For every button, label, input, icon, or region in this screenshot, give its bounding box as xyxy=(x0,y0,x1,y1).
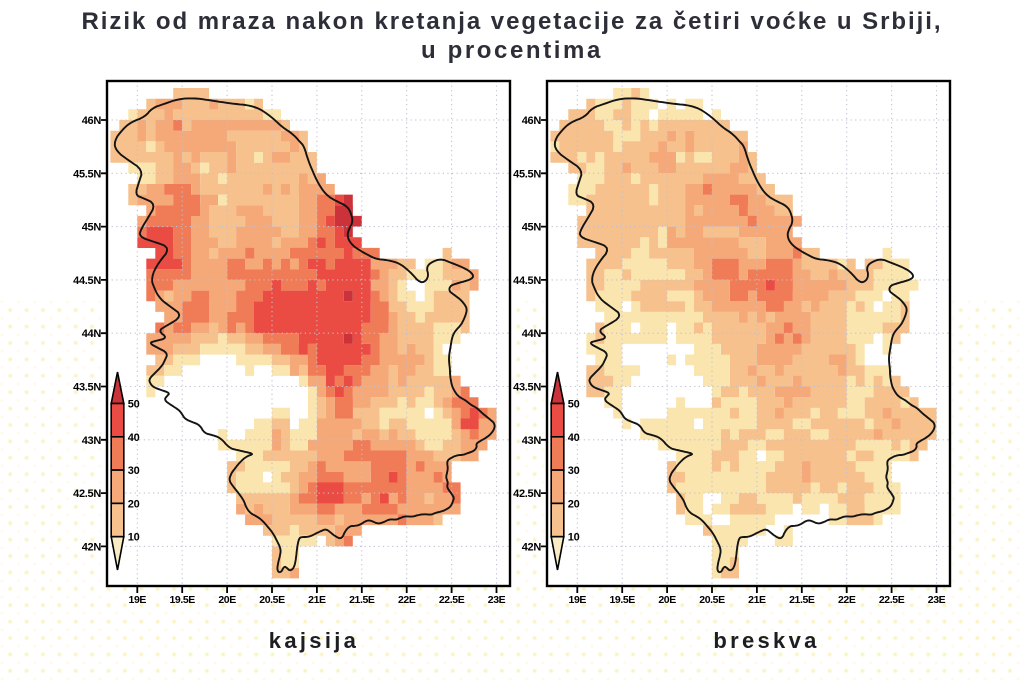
svg-text:44N: 44N xyxy=(522,328,542,340)
svg-text:43.5N: 43.5N xyxy=(513,382,541,394)
svg-text:22E: 22E xyxy=(398,594,416,606)
svg-text:22E: 22E xyxy=(838,594,856,606)
svg-text:42N: 42N xyxy=(82,541,102,553)
svg-text:42.5N: 42.5N xyxy=(73,488,101,500)
svg-text:19E: 19E xyxy=(569,594,587,606)
svg-text:45N: 45N xyxy=(522,222,542,234)
svg-text:19.5E: 19.5E xyxy=(169,594,195,606)
svg-text:45N: 45N xyxy=(82,222,102,234)
svg-text:30: 30 xyxy=(128,465,140,477)
svg-text:46N: 46N xyxy=(82,115,102,127)
svg-text:22.5E: 22.5E xyxy=(439,594,465,606)
svg-text:22.5E: 22.5E xyxy=(879,594,905,606)
svg-text:21E: 21E xyxy=(748,594,766,606)
svg-text:21.5E: 21.5E xyxy=(789,594,815,606)
svg-text:19E: 19E xyxy=(129,594,147,606)
svg-text:20.5E: 20.5E xyxy=(699,594,725,606)
svg-text:20E: 20E xyxy=(658,594,676,606)
svg-text:20: 20 xyxy=(568,498,580,510)
svg-text:21.5E: 21.5E xyxy=(349,594,375,606)
svg-text:20E: 20E xyxy=(218,594,236,606)
svg-text:43.5N: 43.5N xyxy=(73,382,101,394)
svg-text:44.5N: 44.5N xyxy=(73,275,101,287)
svg-text:30: 30 xyxy=(568,465,580,477)
svg-text:44N: 44N xyxy=(82,328,102,340)
svg-text:21E: 21E xyxy=(308,594,326,606)
svg-text:46N: 46N xyxy=(522,115,542,127)
svg-text:45.5N: 45.5N xyxy=(513,168,541,180)
svg-text:40: 40 xyxy=(568,432,580,444)
svg-text:50: 50 xyxy=(128,399,140,411)
svg-text:10: 10 xyxy=(128,532,140,544)
svg-text:20: 20 xyxy=(128,498,140,510)
svg-text:42N: 42N xyxy=(522,541,542,553)
svg-text:40: 40 xyxy=(128,432,140,444)
svg-text:43N: 43N xyxy=(82,435,102,447)
svg-text:43N: 43N xyxy=(522,435,542,447)
svg-text:50: 50 xyxy=(568,399,580,411)
svg-text:10: 10 xyxy=(568,532,580,544)
svg-text:20.5E: 20.5E xyxy=(259,594,285,606)
svg-text:44.5N: 44.5N xyxy=(513,275,541,287)
svg-text:45.5N: 45.5N xyxy=(73,168,101,180)
svg-text:42.5N: 42.5N xyxy=(513,488,541,500)
svg-text:23E: 23E xyxy=(488,594,506,606)
svg-text:19.5E: 19.5E xyxy=(609,594,635,606)
svg-text:23E: 23E xyxy=(928,594,946,606)
